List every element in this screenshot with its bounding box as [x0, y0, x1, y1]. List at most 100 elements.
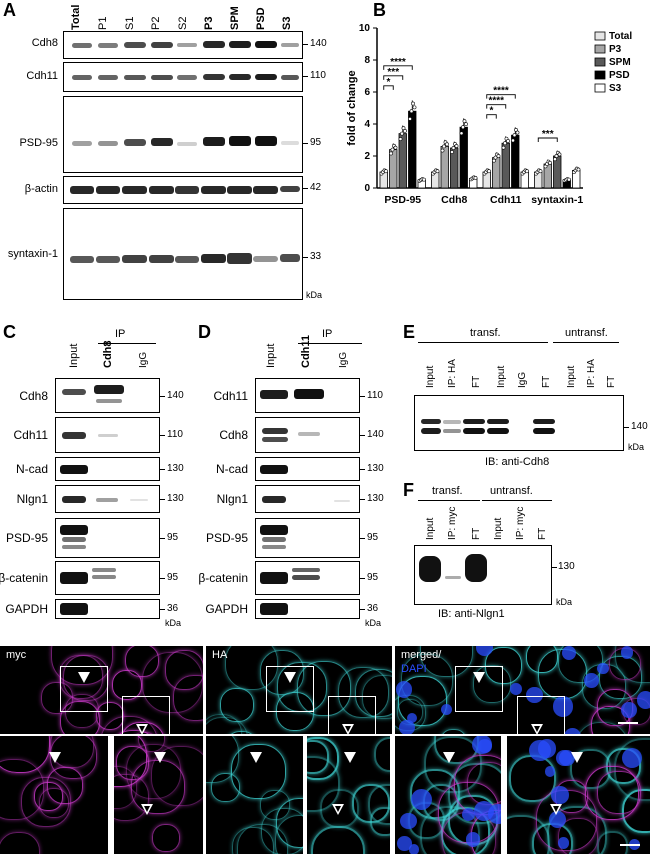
zoom-box: [328, 696, 376, 734]
data-point: [393, 145, 398, 150]
mw-tick: [360, 538, 365, 539]
data-point: [440, 148, 445, 153]
y-tick-label: 6: [364, 87, 370, 98]
data-point: [390, 147, 395, 152]
lane-label: Cdh11: [300, 334, 312, 368]
mw-marker: 130: [367, 493, 384, 504]
lane-label: FT: [471, 375, 482, 388]
zoom-box: [60, 666, 108, 712]
panel-label-b: B: [373, 0, 386, 20]
ib-label: IB: anti-Nlgn1: [438, 608, 505, 620]
band: [130, 499, 148, 501]
data-point: [411, 101, 415, 106]
mw-tick: [360, 499, 365, 500]
data-point: [435, 169, 440, 174]
data-point: [496, 154, 501, 158]
lane-label: S2: [177, 16, 189, 30]
ib-label: IB: anti-Cdh8: [485, 456, 550, 468]
band: [262, 428, 288, 434]
blot-label: Cdh8: [219, 428, 248, 442]
band: [260, 390, 288, 399]
blot-d-0: [255, 378, 360, 413]
blot-label: PSD-95: [5, 531, 48, 545]
blot-cdh11: [63, 62, 303, 92]
band: [60, 572, 88, 584]
mw-marker: 110: [310, 70, 326, 81]
lane-label: S3: [281, 16, 293, 30]
band: [94, 385, 124, 394]
lane-label: IgG: [338, 351, 349, 368]
mw-marker: 36: [367, 603, 379, 614]
arrowhead-open-icon: [140, 804, 153, 815]
data-point: [512, 133, 517, 138]
significance-bracket: [486, 114, 497, 119]
blot-d-3: [255, 485, 360, 513]
kda-label: kDa: [556, 597, 573, 607]
legend-swatch: [594, 57, 606, 67]
blot-beta-actin: [63, 176, 303, 204]
data-point: [554, 154, 559, 158]
panel-label-d: D: [198, 322, 211, 342]
mw-marker: 130: [167, 493, 184, 504]
untransf-label: untransf.: [490, 485, 533, 497]
micrograph-overview: HA: [206, 646, 392, 734]
band: [60, 603, 88, 615]
data-point: [493, 155, 498, 160]
blot-label: Cdh8: [31, 37, 58, 49]
zoom-box: [517, 696, 565, 734]
panel-label-e: E: [403, 322, 416, 342]
blot-c-4: [55, 518, 160, 558]
blot-label: PSD-95: [19, 137, 58, 149]
significance-bracket: [486, 94, 516, 99]
blot-d-2: [255, 457, 360, 481]
mw-marker: 95: [367, 532, 379, 543]
blot-label: GAPDH: [205, 602, 248, 616]
significance-label: *: [490, 106, 494, 117]
micrograph-overview: merged/DAPI: [395, 646, 650, 734]
channel-label: myc: [6, 649, 27, 661]
panel-b-bar-chart: 0 2 4 6 8 10 fold of change PSD-95 Cdh8 Cdh11 synt…: [346, 23, 632, 206]
channel-label: merged/: [401, 649, 442, 661]
panel-label-a: A: [3, 0, 16, 20]
arrowhead-filled-icon: [571, 752, 584, 763]
arrowhead-open-icon: [549, 804, 562, 815]
blot-c-5: [55, 561, 160, 595]
arrowhead-open-icon: [136, 724, 148, 734]
panel-label-c: C: [3, 322, 16, 342]
mw-marker: 95: [310, 137, 322, 148]
y-tick-label: 0: [364, 183, 370, 194]
significance-label: ***: [387, 67, 399, 78]
band: [260, 572, 288, 584]
band: [260, 465, 288, 474]
data-point: [461, 125, 465, 130]
significance-label: ****: [493, 86, 509, 97]
mw-marker: 33: [310, 251, 322, 262]
lane-label: S1: [124, 16, 136, 30]
y-tick-label: 10: [359, 23, 371, 34]
blot-label: GAPDH: [5, 602, 48, 616]
mw-tick: [160, 609, 165, 610]
lane-label: IP: HA: [447, 359, 458, 388]
blot-label: Cdh11: [213, 388, 248, 403]
data-point: [389, 151, 393, 156]
mw-marker: 36: [167, 603, 179, 614]
mw-tick: [360, 609, 365, 610]
data-point: [501, 145, 506, 150]
legend-label: S3: [609, 83, 622, 94]
mw-marker: 130: [167, 463, 184, 474]
transf-label: transf.: [470, 327, 501, 339]
micrograph-zoom: [395, 736, 501, 854]
blot-psd95: [63, 96, 303, 173]
data-point: [422, 177, 426, 182]
mw-marker: 140: [631, 421, 648, 432]
band: [334, 500, 350, 502]
data-point: [408, 116, 412, 121]
dapi-label: DAPI: [401, 663, 427, 675]
x-tick-label: Cdh11: [490, 194, 522, 206]
significance-bracket: [486, 104, 507, 109]
y-tick-label: 8: [364, 55, 370, 66]
significance-bracket: [383, 65, 413, 70]
lane-label: Input: [425, 365, 436, 388]
blot-label: Cdh11: [13, 428, 48, 442]
data-point: [409, 109, 414, 114]
